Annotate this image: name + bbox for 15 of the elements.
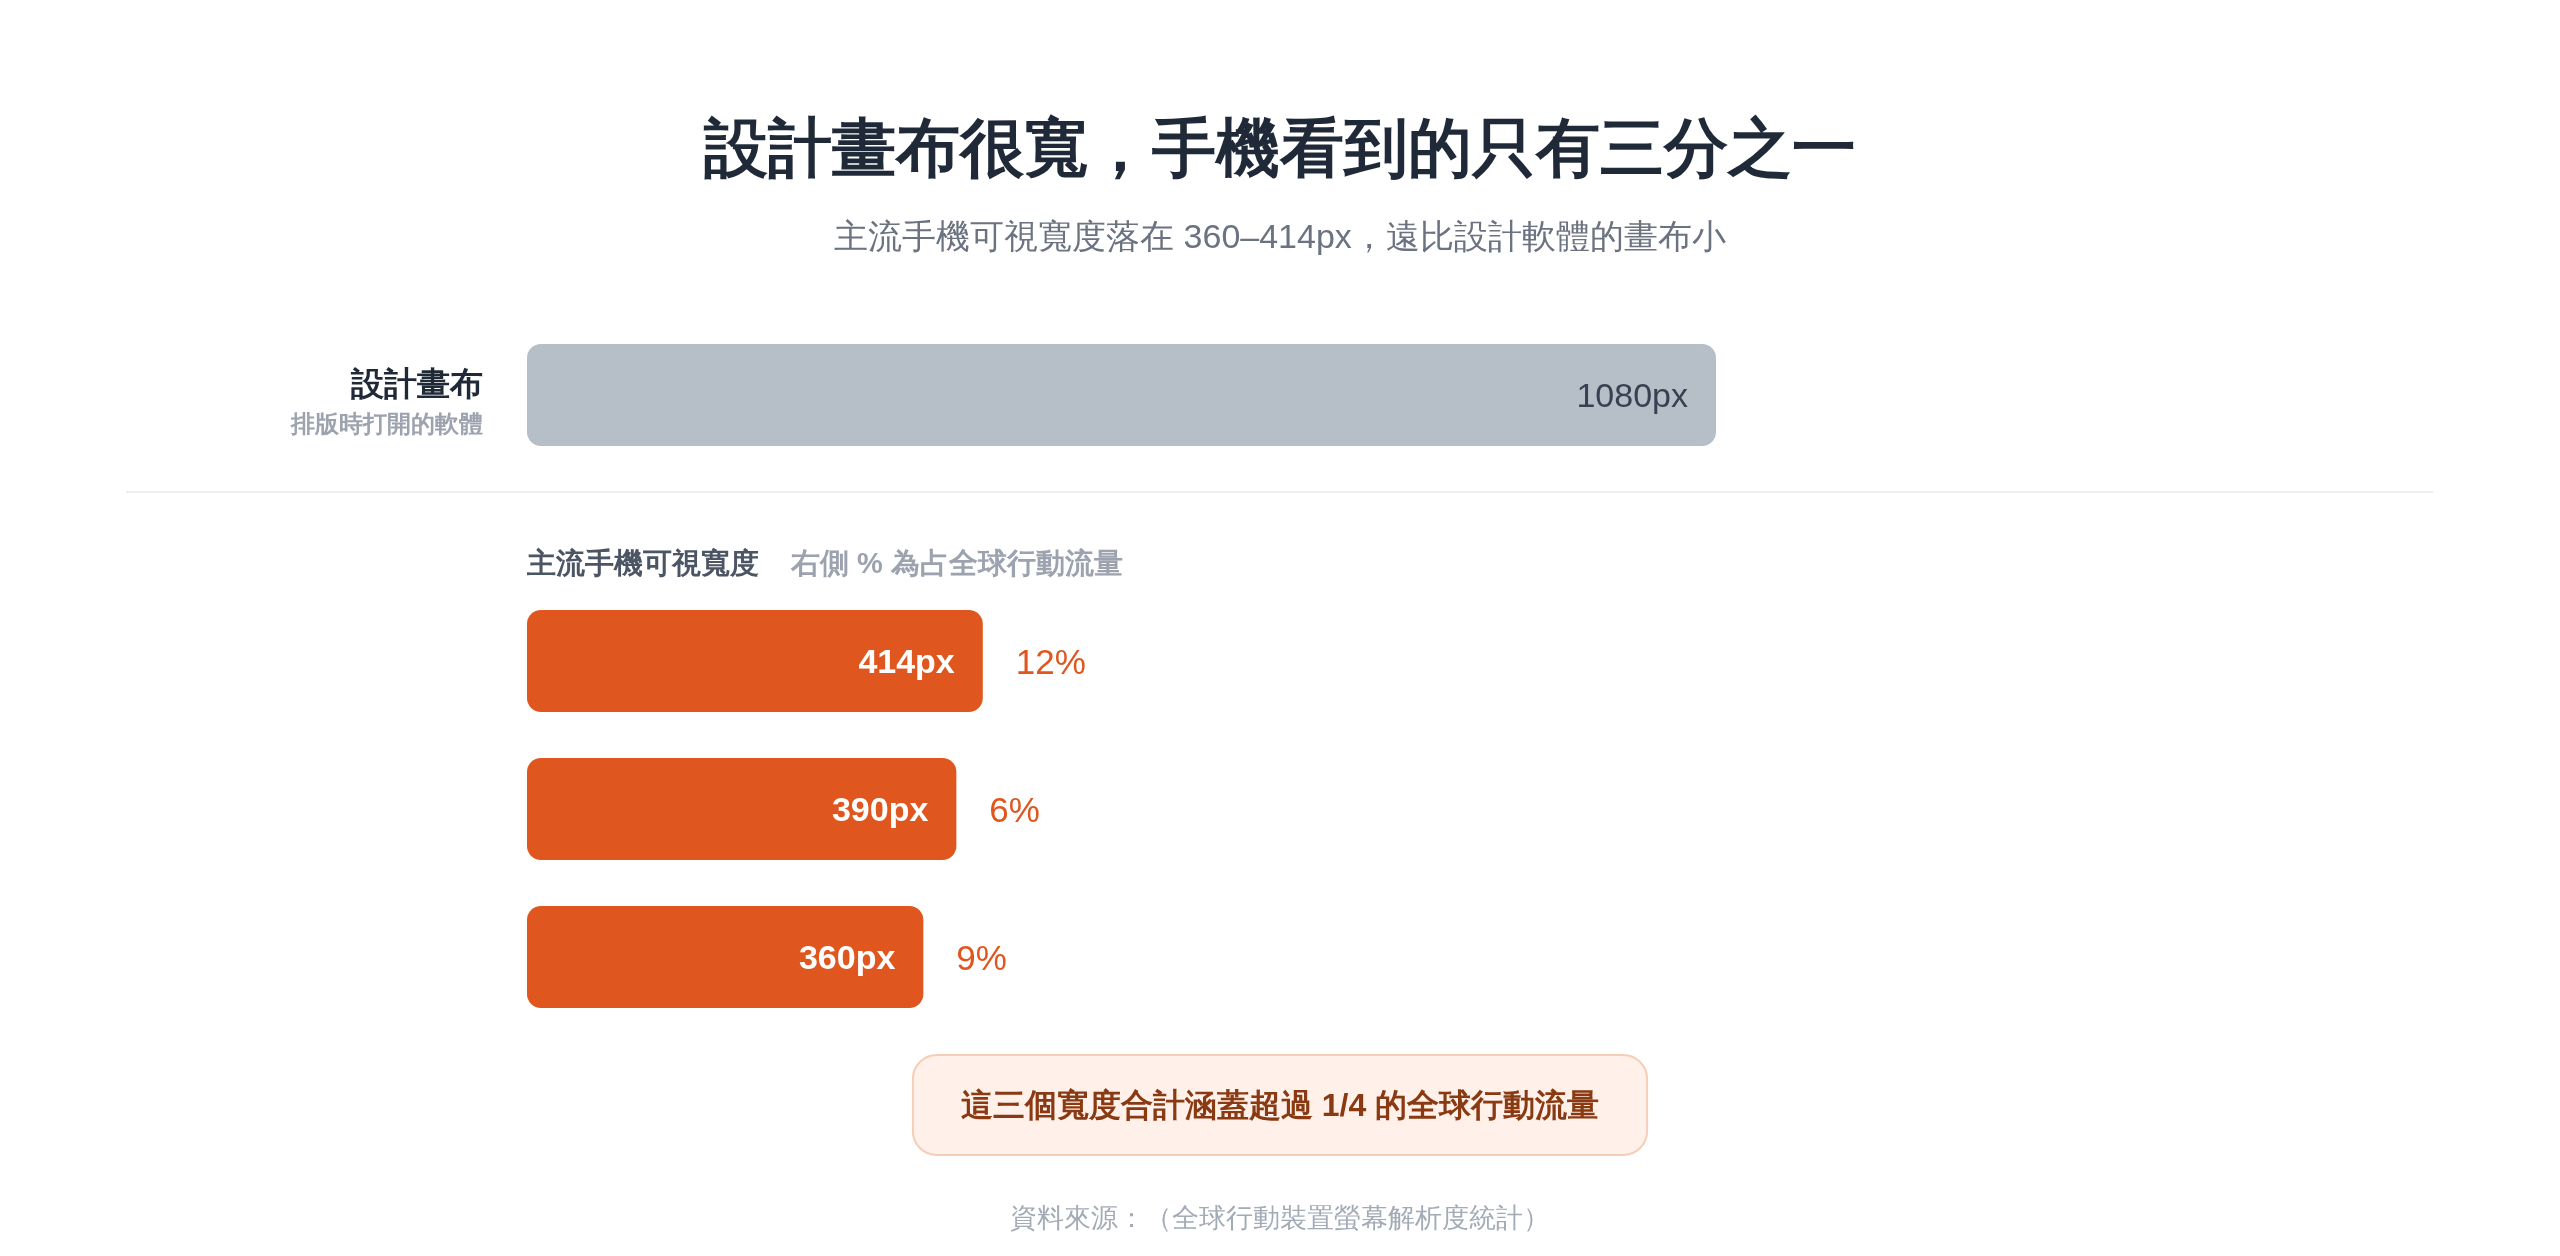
data-label: 390px: [831, 790, 929, 828]
text: 排版時打開的軟體: [290, 409, 483, 437]
chart-subtitle: 右側 % 為占全球行動流量: [790, 547, 1123, 579]
y-tick-label: 設計畫布: [350, 364, 483, 402]
annotation: 9%: [956, 937, 1007, 977]
data-label: 414px: [858, 642, 955, 680]
data-label: 360px: [798, 938, 896, 976]
data-label: 1080px: [1576, 376, 1688, 414]
chart-subtitle: 主流手機可視寬度落在 360–414px，遠比設計軟體的畫布小: [834, 217, 1726, 255]
annotation: 12%: [1015, 641, 1086, 681]
source-note: 資料來源：（全球行動裝置螢幕解析度統計）: [1010, 1203, 1550, 1233]
chart-title: 設計畫布很寬，手機看到的只有三分之一: [703, 112, 1856, 184]
text: 這三個寬度合計涵蓋超過 1/4 的全球行動流量: [960, 1087, 1600, 1123]
annotation: 6%: [989, 789, 1040, 829]
chart-title: 主流手機可視寬度: [526, 547, 759, 579]
